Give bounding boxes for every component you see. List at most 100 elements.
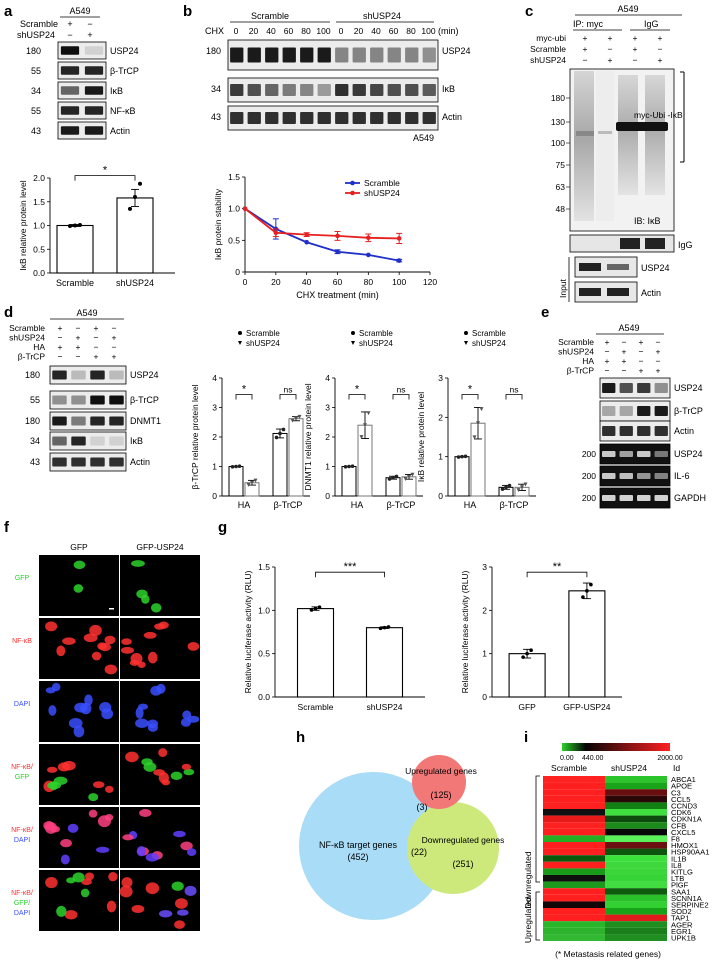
cell: [104, 664, 118, 675]
band: [282, 112, 296, 124]
data-point: [366, 411, 371, 416]
row-label: myc-ubi: [536, 33, 566, 43]
cell: [150, 603, 162, 613]
timepoint: 60: [284, 26, 294, 36]
band: [637, 406, 651, 416]
venn-nfkb: [299, 772, 447, 920]
data-point: [403, 476, 408, 481]
cell: [89, 624, 102, 637]
data-point: [304, 239, 309, 245]
heatmap-cell: [605, 901, 667, 908]
cell: [45, 876, 58, 889]
band: [71, 436, 86, 446]
data-point: [68, 223, 72, 228]
row-mark: +: [608, 33, 613, 43]
data-point: [304, 232, 309, 237]
data-point: [396, 236, 402, 241]
band: [352, 112, 366, 124]
data-point: [479, 407, 484, 412]
band: [405, 47, 419, 63]
gene-label: APOE: [671, 782, 692, 791]
legend-entry: Scramble: [246, 329, 280, 338]
x-tick-label: HA: [464, 500, 477, 510]
cell: [181, 763, 192, 771]
mw-label: 200: [582, 449, 596, 459]
band-label: Actin: [442, 112, 462, 122]
band-label: USP24: [442, 46, 471, 56]
heatmap-cell: [605, 908, 667, 915]
data-point: [242, 206, 248, 211]
cell: [125, 751, 139, 763]
band: [352, 84, 366, 96]
cell: [47, 781, 62, 790]
y-tick-label: 4: [212, 373, 217, 383]
blot-box: [599, 420, 671, 442]
band-label: β-TrCP: [130, 395, 159, 405]
row-mark: +: [622, 347, 627, 357]
band: [602, 406, 616, 416]
igg-band-label: IgG: [678, 240, 693, 250]
timepoint: 40: [266, 26, 276, 36]
cell: [88, 793, 99, 802]
y-tick-label: 1.0: [228, 204, 240, 214]
heatmap-cell: [543, 875, 605, 882]
heatmap-cell: [543, 848, 605, 856]
band: [405, 112, 419, 124]
y-axis-label: β-TrCP relative protein level: [190, 384, 200, 489]
data-point: [128, 206, 132, 211]
band: [335, 84, 349, 96]
data-point: [529, 648, 533, 652]
mw-label: 55: [31, 106, 41, 116]
significance-label: *: [468, 384, 473, 396]
cell: [135, 718, 149, 729]
row-mark: −: [58, 352, 63, 362]
data-point: [520, 485, 524, 490]
gene-label: TAP1: [671, 914, 689, 923]
band: [109, 457, 124, 467]
y-tick-label: 0: [325, 491, 330, 501]
color-scale: [562, 743, 670, 751]
heatmap-cell: [543, 927, 605, 935]
heatmap-cell: [543, 901, 605, 908]
col-label: GFP: [70, 542, 88, 552]
data-point: [386, 625, 391, 629]
significance-label: ns: [510, 385, 519, 395]
data-point: [581, 595, 585, 599]
row-mark: −: [112, 342, 117, 352]
band: [370, 47, 384, 63]
lane-mark: +: [67, 19, 72, 29]
data-point: [504, 485, 508, 490]
data-point: [317, 605, 322, 610]
mw-label: 200: [582, 493, 596, 503]
panel-letter-b: b: [183, 3, 192, 20]
data-point: [394, 474, 399, 479]
y-axis-label: IκB relative protein level: [18, 180, 28, 270]
x-tick-label: 120: [423, 277, 437, 287]
x-axis-label: CHX treatment (min): [296, 290, 379, 300]
gene-label: IL1B: [671, 854, 687, 863]
data-point: [234, 464, 238, 469]
band: [300, 112, 314, 124]
data-point: [366, 235, 371, 241]
band: [422, 47, 436, 63]
significance-label: *: [103, 165, 108, 177]
timepoint: 60: [389, 26, 399, 36]
band: [52, 370, 67, 380]
band: [230, 112, 244, 124]
heatmap-cell: [605, 927, 667, 935]
venn-up: [412, 755, 466, 809]
mw-label: 34: [30, 436, 40, 446]
x-tick-label: shUSP24: [367, 702, 403, 712]
data-point: [309, 608, 314, 612]
x-tick-label: β-TrCP: [387, 500, 416, 510]
band: [654, 495, 668, 501]
cell: [187, 641, 200, 651]
heatmap-cell: [543, 934, 605, 941]
data-point: [138, 181, 142, 186]
band: [60, 86, 80, 95]
y-tick-label: 1: [212, 462, 217, 472]
heatmap-cell: [543, 802, 605, 809]
data-point: [297, 414, 302, 419]
band: [52, 436, 67, 446]
band: [602, 451, 616, 457]
